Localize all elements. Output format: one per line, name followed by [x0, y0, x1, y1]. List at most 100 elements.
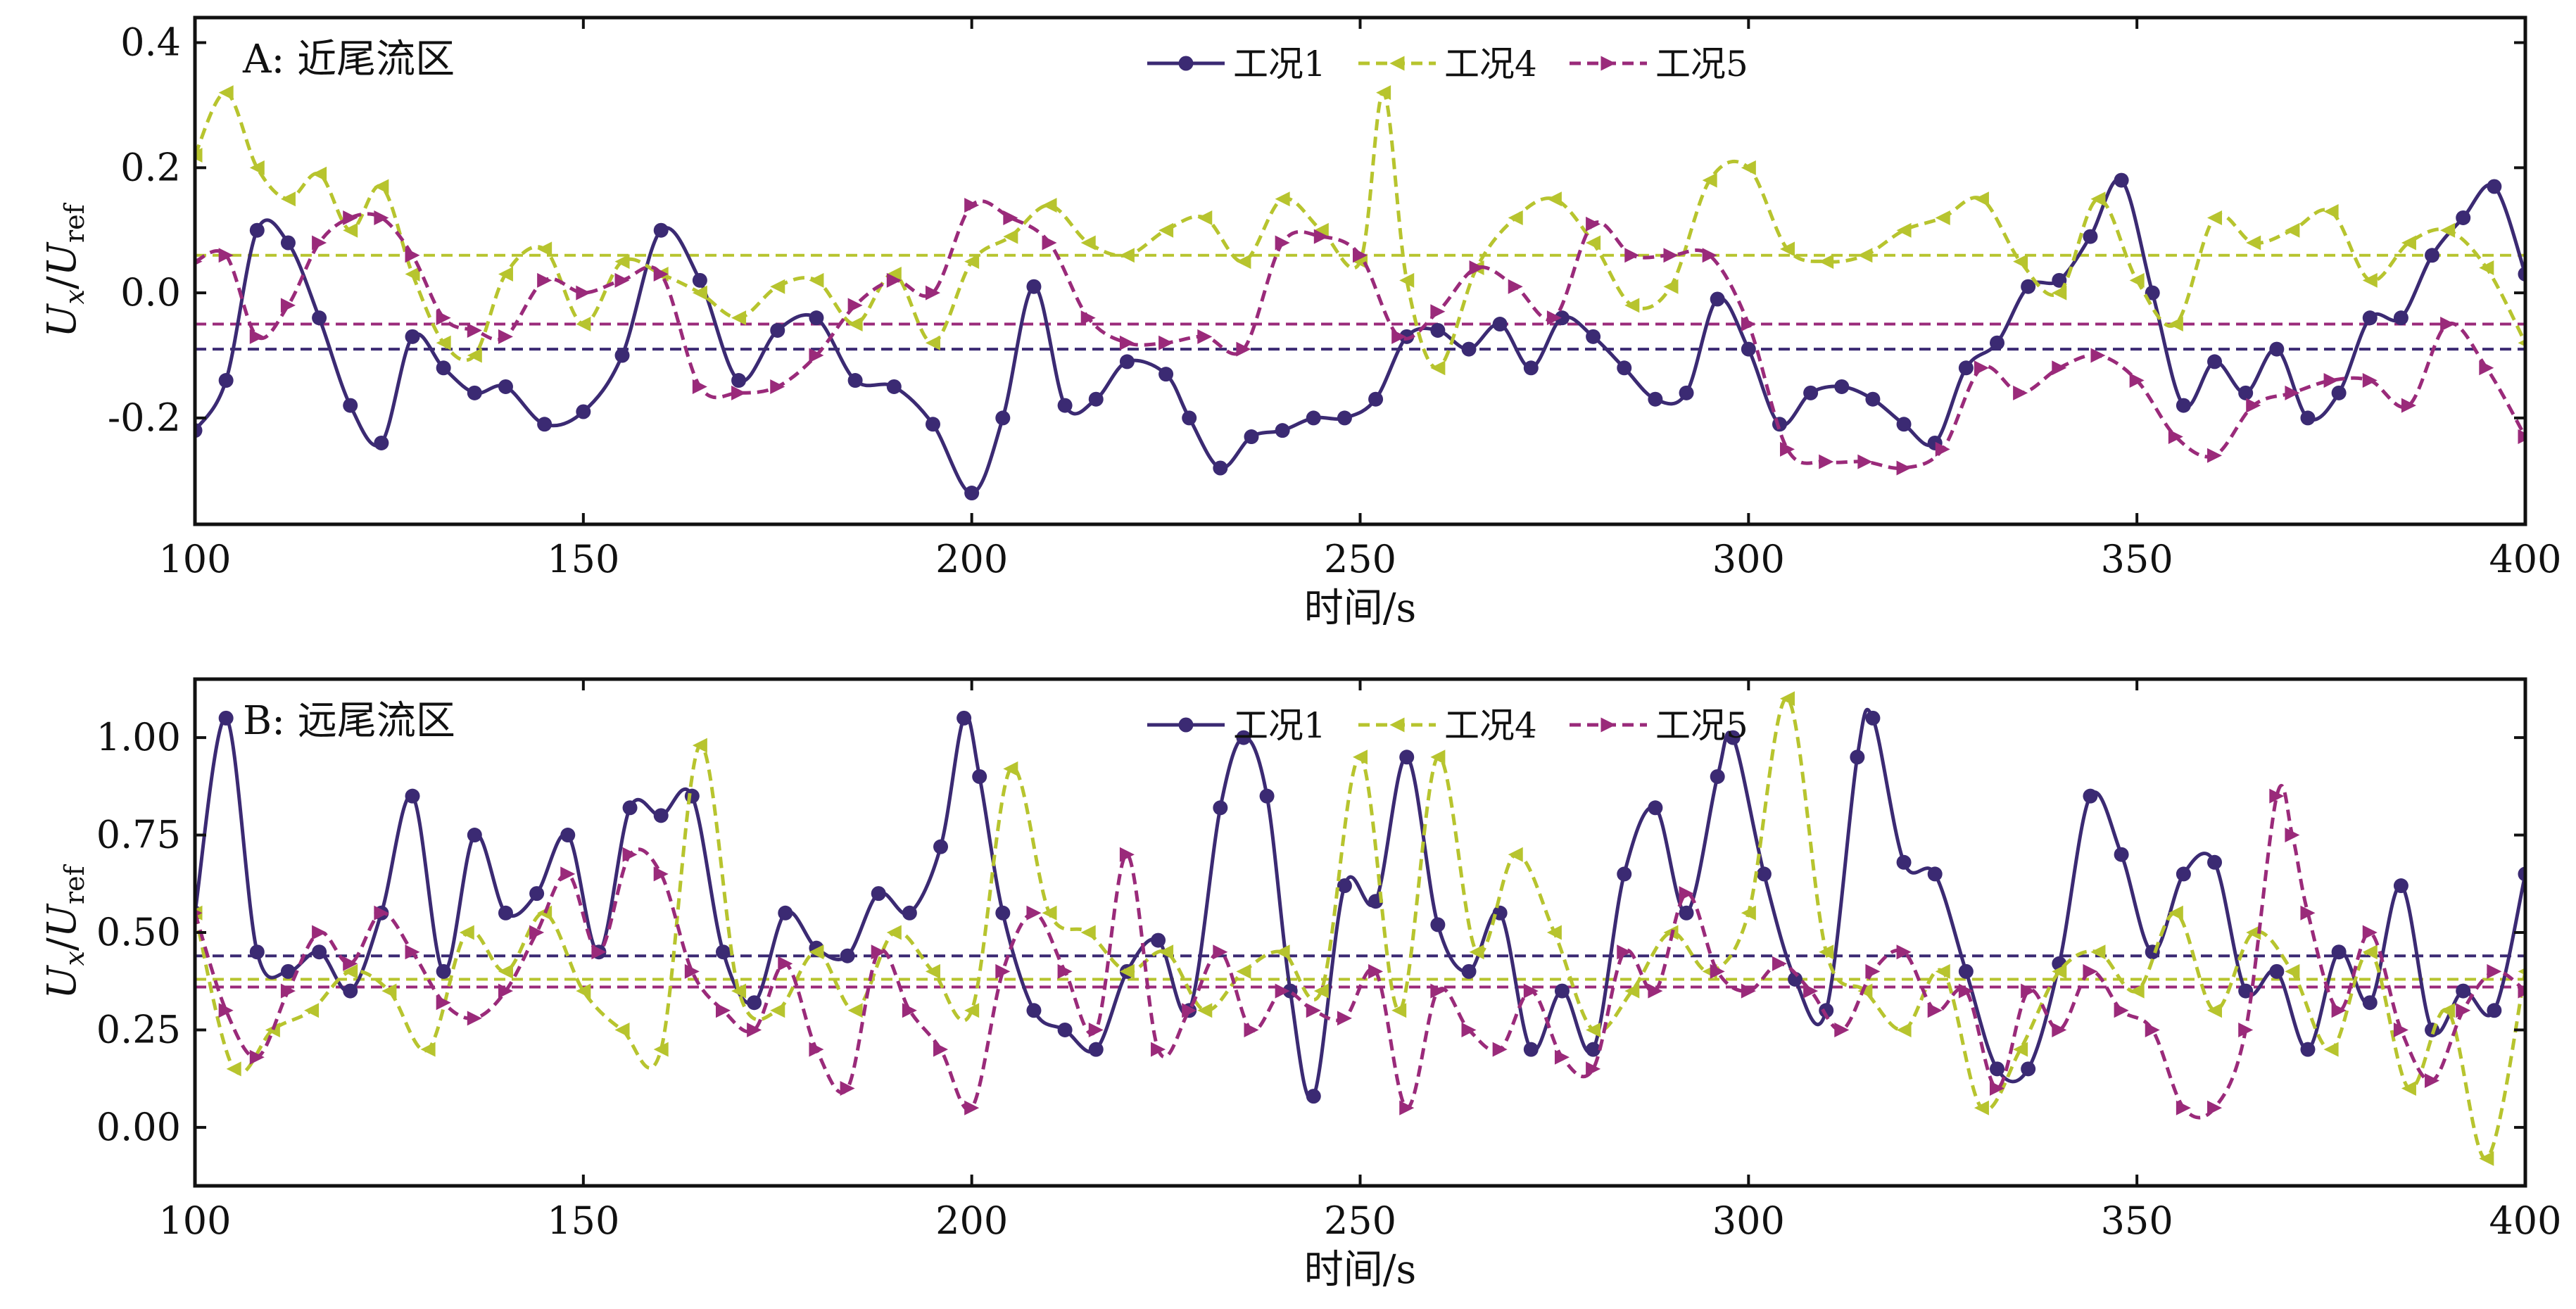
data-point [1935, 210, 1950, 225]
legend: 工况1 工况4 工况5 [1147, 44, 1748, 84]
data-point [1990, 1061, 2005, 1077]
data-point [1546, 925, 1562, 940]
data-point [1182, 410, 1197, 426]
data-point [2090, 348, 2106, 363]
legend-label: 工况4 [1444, 705, 1537, 746]
data-point [1896, 1022, 1912, 1037]
data-point [1119, 248, 1135, 263]
data-point [2487, 1003, 2502, 1018]
data-point [467, 1011, 482, 1026]
data-point [405, 944, 420, 960]
data-point [2456, 210, 2471, 225]
series-3 [195, 198, 2525, 476]
data-point [1026, 905, 1042, 921]
data-point [614, 254, 630, 270]
data-point [1523, 983, 1539, 999]
data-point [1554, 310, 1570, 326]
x-tick-label: 350 [2101, 537, 2173, 581]
data-point [1197, 1003, 1213, 1018]
series-line [195, 177, 2525, 495]
data-point [770, 379, 785, 394]
data-point [1391, 1003, 1407, 1018]
data-point [420, 1042, 436, 1057]
panel-title: A: 近尾流区 [242, 37, 455, 82]
data-point [218, 85, 234, 101]
data-point [312, 944, 327, 960]
data-point [1756, 866, 1772, 882]
series-2 [195, 691, 2525, 1166]
data-point [1158, 335, 1174, 350]
data-point [2285, 222, 2300, 238]
x-tick-label: 300 [1712, 537, 1785, 581]
data-point [498, 905, 513, 921]
data-point [436, 995, 451, 1011]
data-point [2021, 983, 2036, 999]
data-point [684, 788, 700, 804]
data-point [343, 398, 358, 413]
data-point [1927, 866, 1943, 882]
series-line [195, 91, 2525, 370]
data-point [1306, 1003, 1321, 1018]
data-point [1648, 800, 1663, 816]
data-point [1088, 391, 1104, 407]
data-point [195, 423, 203, 438]
data-point [436, 360, 451, 376]
data-point [1119, 847, 1135, 862]
data-point [591, 944, 607, 960]
data-point [2401, 235, 2416, 251]
data-point [1236, 341, 1251, 357]
x-tick-label: 200 [935, 537, 1008, 581]
data-point [1648, 391, 1663, 407]
x-tick-label: 300 [1712, 1199, 1785, 1243]
plot-area [195, 691, 2525, 1166]
data-point [2393, 310, 2408, 326]
data-point [1119, 963, 1135, 979]
data-point [2518, 339, 2525, 347]
data-point [1080, 235, 1096, 251]
data-point [1368, 391, 1384, 407]
data-point [925, 963, 940, 979]
data-point [2021, 279, 2036, 294]
data-point [1275, 944, 1290, 960]
data-point [2456, 1003, 2471, 1018]
data-point [2207, 854, 2223, 870]
data-point [1741, 983, 1756, 999]
data-point [2083, 963, 2098, 979]
data-point [576, 317, 591, 332]
data-point [2013, 254, 2028, 270]
data-point [2401, 1081, 2416, 1096]
data-point [312, 235, 327, 251]
data-point [653, 1042, 669, 1057]
data-point [1026, 279, 1042, 294]
data-point [1399, 1100, 1415, 1115]
data-point [467, 322, 482, 338]
data-point [2246, 925, 2261, 940]
data-point [1275, 423, 1290, 438]
data-point [1313, 983, 1329, 999]
data-point [1430, 917, 1446, 932]
data-point [1857, 454, 1873, 469]
data-point [1679, 886, 1694, 902]
data-point [2425, 1073, 2440, 1088]
data-point [1725, 730, 1741, 745]
series-2 [195, 85, 2525, 376]
data-point [1586, 329, 1601, 344]
data-point [2456, 983, 2471, 999]
data-point [2479, 360, 2494, 376]
data-point [995, 905, 1011, 921]
data-point [2238, 983, 2254, 999]
data-point [2207, 354, 2223, 369]
data-point [972, 769, 987, 784]
data-point [1586, 216, 1601, 232]
data-point [2052, 963, 2067, 979]
data-point [1337, 1011, 1352, 1026]
data-point [715, 1003, 731, 1018]
y-tick-label: 0.00 [96, 1105, 181, 1149]
data-point [2518, 968, 2525, 975]
data-point [2246, 398, 2261, 413]
data-point [995, 963, 1011, 979]
data-point [2083, 788, 2098, 804]
y-label-sub-ref: ref [59, 202, 90, 243]
data-point [218, 373, 234, 388]
